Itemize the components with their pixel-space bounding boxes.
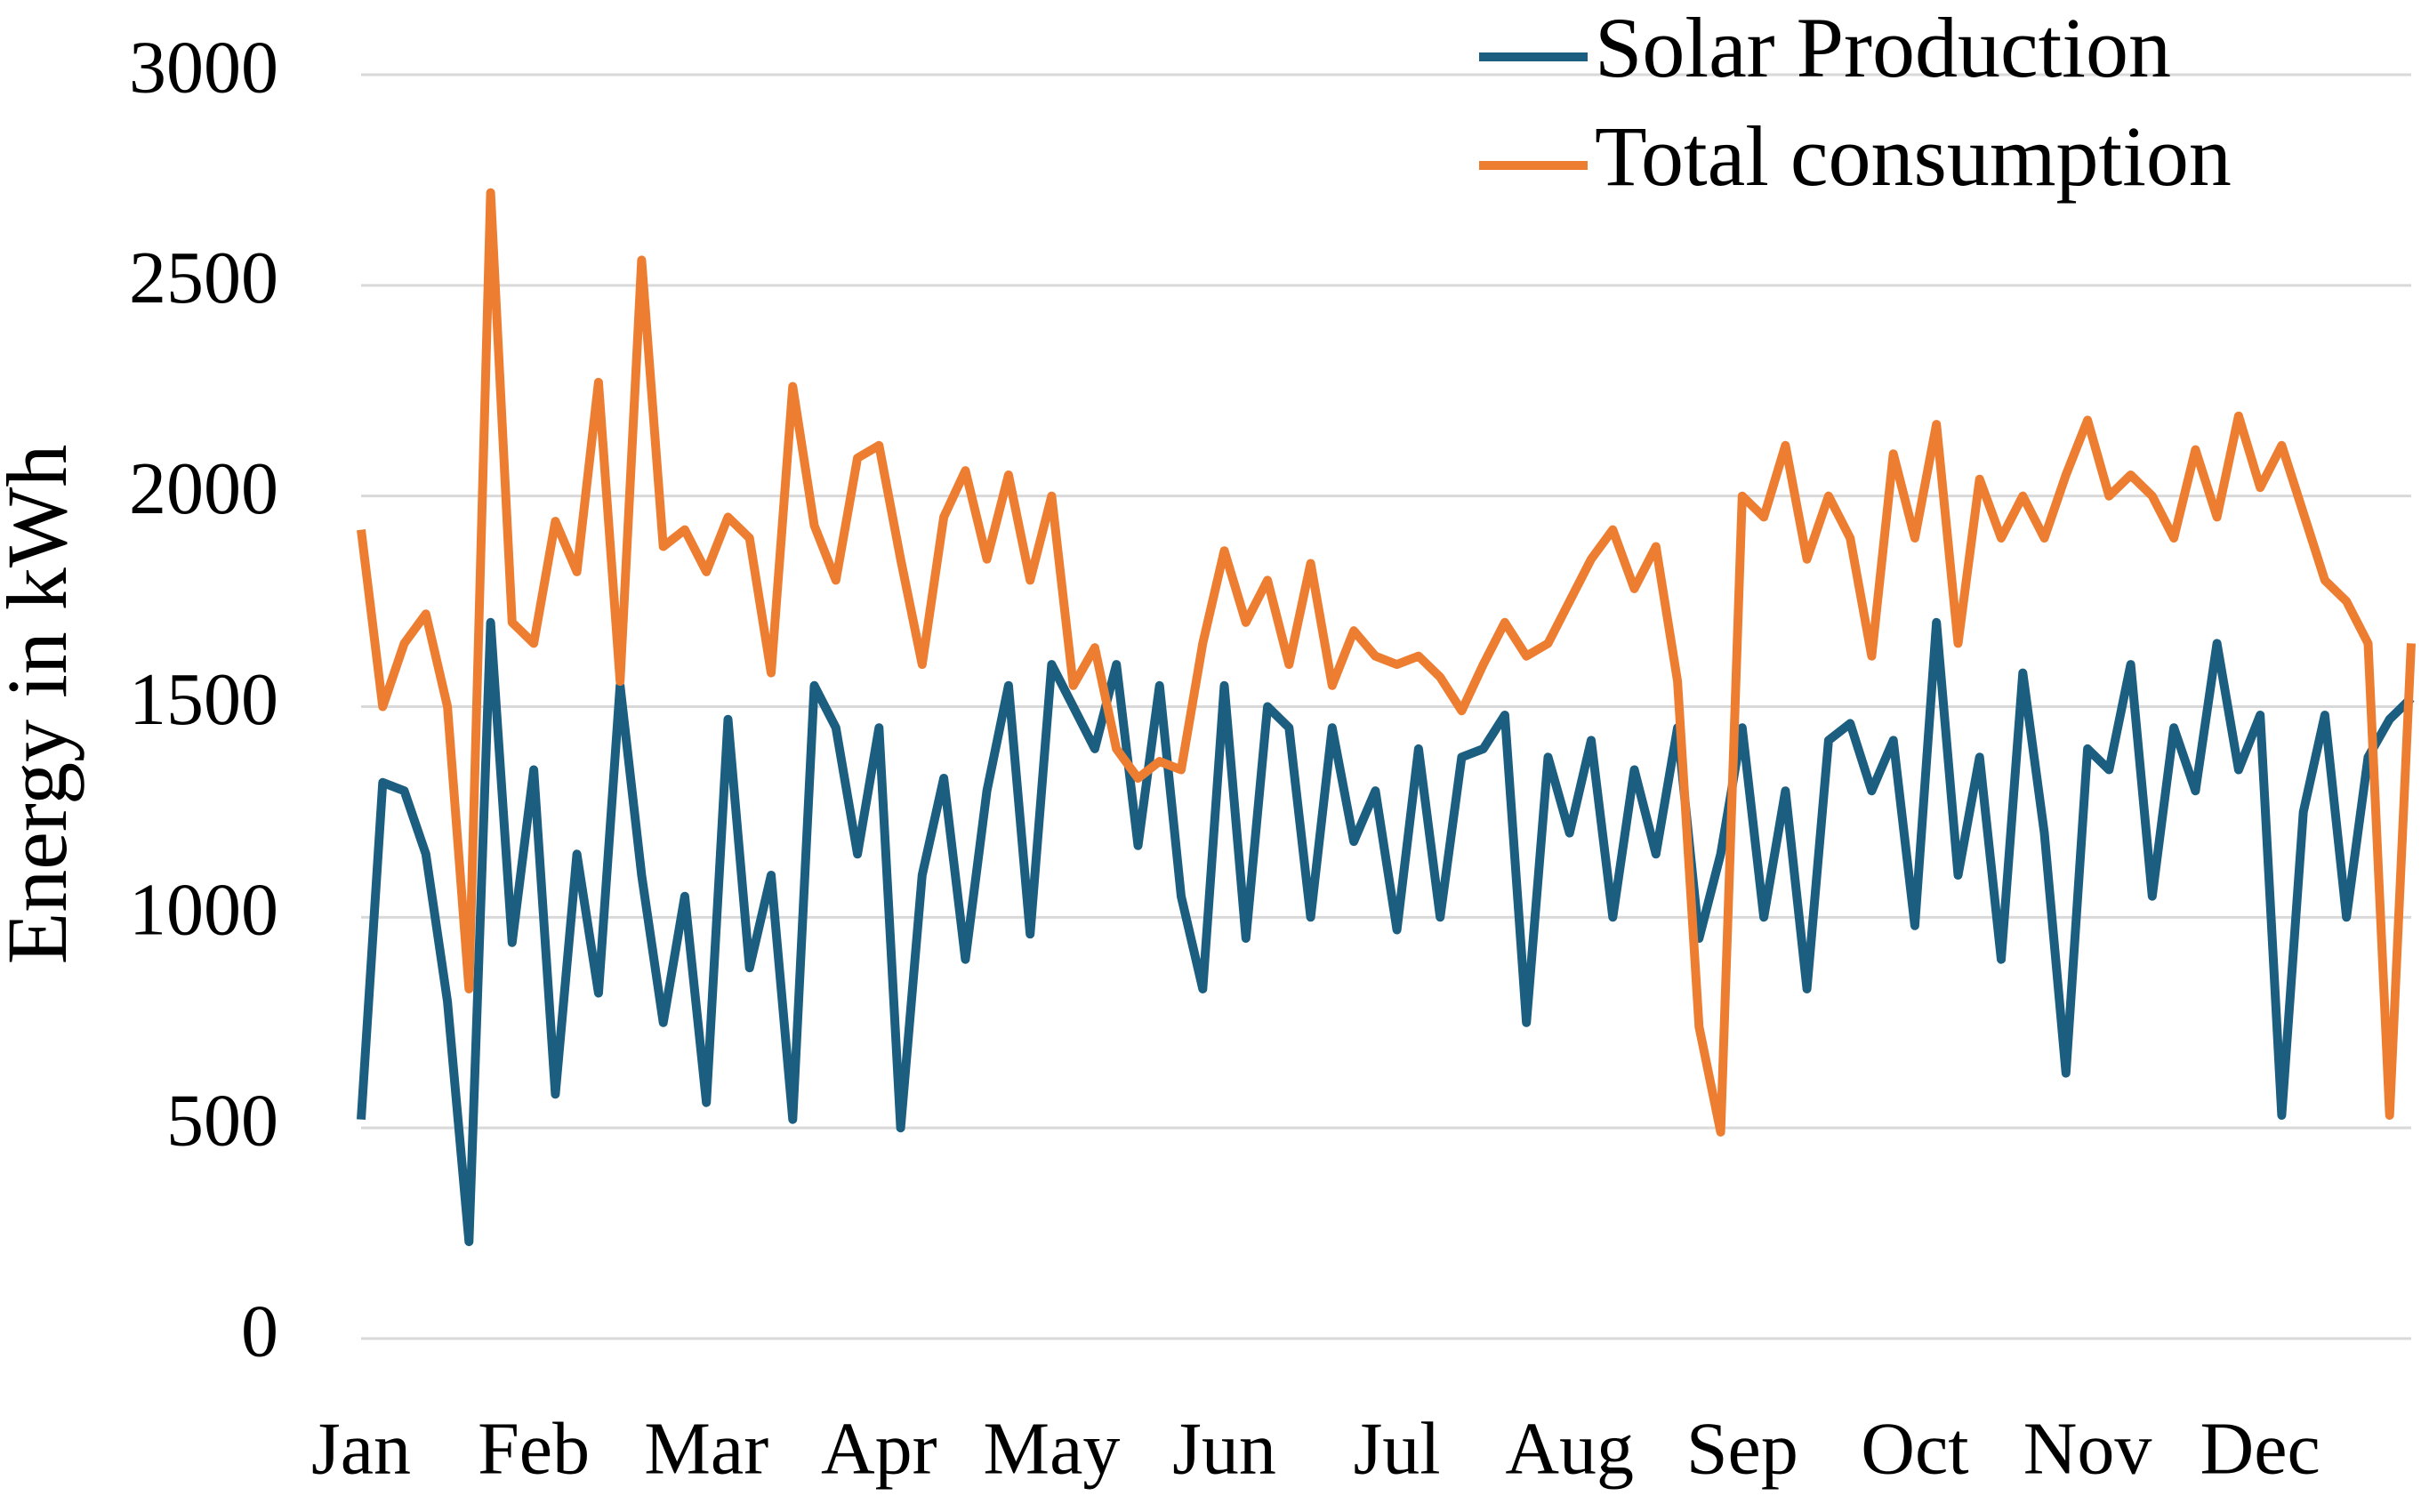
y-tick-label: 2500 <box>129 237 278 319</box>
x-tick-label: Mar <box>644 1407 768 1490</box>
x-tick-label: Jan <box>311 1407 411 1490</box>
x-tick-label: Dec <box>2200 1407 2320 1490</box>
y-tick-label: 3000 <box>129 26 278 109</box>
x-tick-label: Apr <box>821 1407 937 1490</box>
y-tick-label: 2000 <box>129 447 278 530</box>
x-tick-label: May <box>983 1407 1120 1490</box>
legend-label: Solar Production <box>1595 0 2171 95</box>
legend-label: Total consumption <box>1595 109 2232 204</box>
y-axis-label: Energy in kWh <box>0 445 84 965</box>
series-line <box>357 188 2416 1137</box>
x-tick-label: Oct <box>1861 1407 1968 1490</box>
y-tick-label: 500 <box>166 1079 278 1162</box>
x-tick-label: Feb <box>478 1407 590 1490</box>
x-tick-label: Sep <box>1686 1407 1798 1490</box>
x-tick-label: Jun <box>1172 1407 1276 1490</box>
y-tick-label: 0 <box>241 1290 278 1372</box>
x-tick-label: Nov <box>2023 1407 2152 1490</box>
y-tick-label: 1500 <box>129 658 278 741</box>
y-tick-label: 1000 <box>129 869 278 952</box>
series-line <box>357 617 2415 1247</box>
x-tick-label: Aug <box>1505 1407 1634 1490</box>
x-tick-label: Jul <box>1354 1407 1441 1490</box>
